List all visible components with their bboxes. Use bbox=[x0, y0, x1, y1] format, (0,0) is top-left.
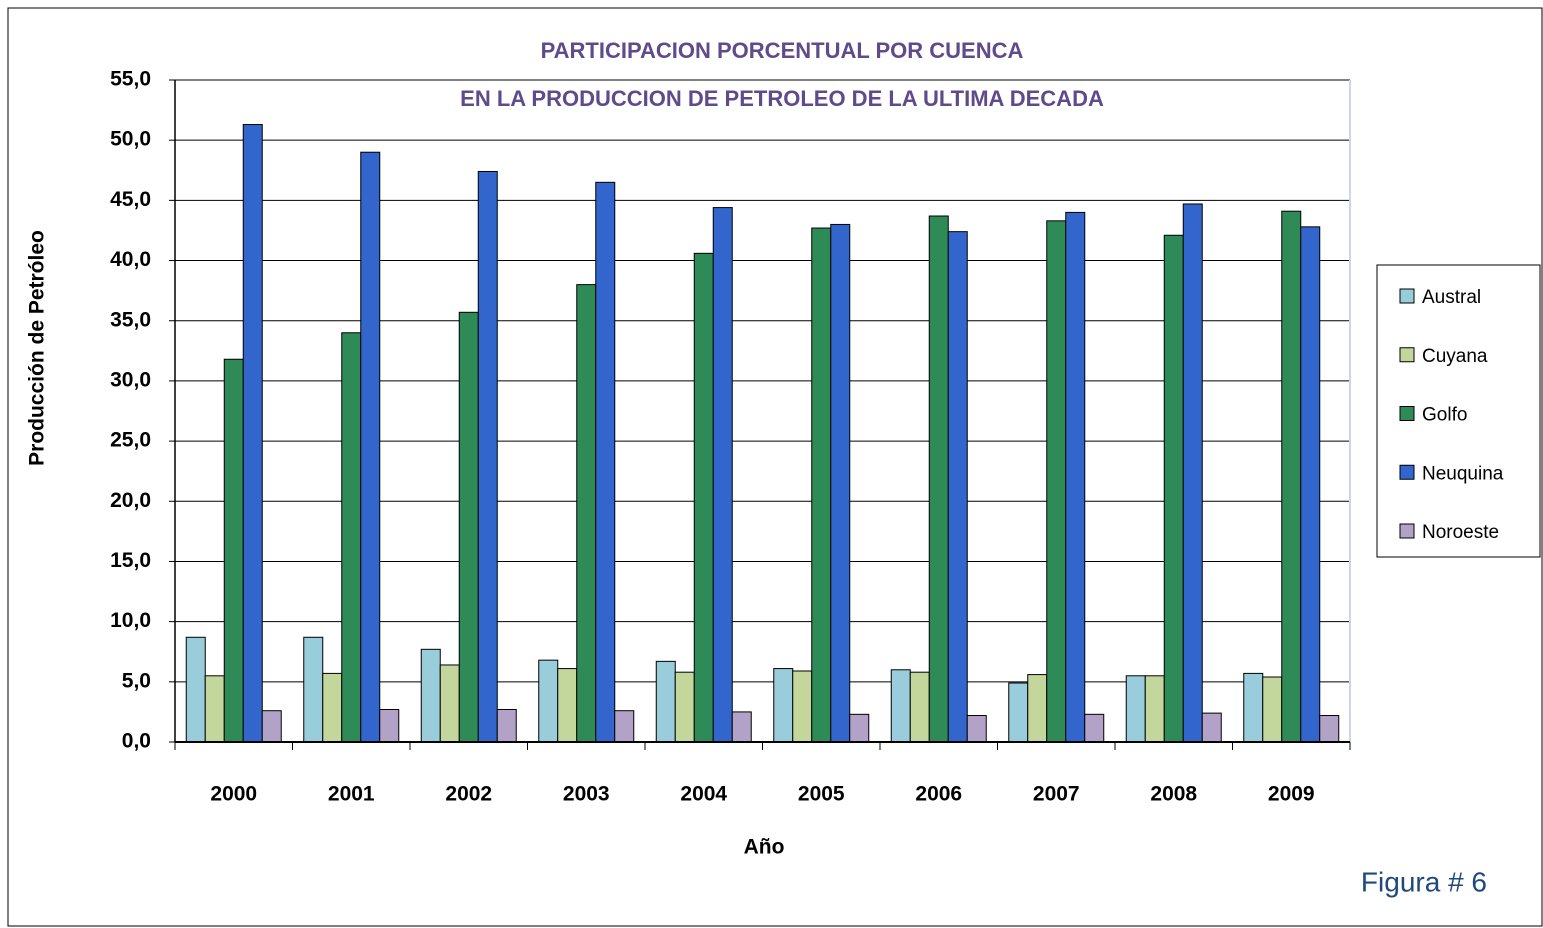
bar bbox=[1027, 674, 1048, 743]
bar bbox=[242, 124, 263, 743]
bar bbox=[261, 710, 282, 743]
bar bbox=[379, 709, 400, 743]
y-tick-label: 50,0 bbox=[110, 128, 151, 151]
bar bbox=[1262, 676, 1283, 743]
bar bbox=[712, 207, 733, 743]
bar bbox=[185, 636, 206, 743]
bar bbox=[655, 660, 676, 743]
x-axis-title: Año bbox=[744, 836, 785, 859]
bar bbox=[966, 715, 987, 743]
bar bbox=[204, 675, 225, 743]
bar bbox=[557, 668, 578, 743]
x-tick-label: 2004 bbox=[680, 783, 727, 806]
y-tick-label: 20,0 bbox=[110, 489, 151, 512]
bar bbox=[595, 181, 616, 743]
y-tick-label: 10,0 bbox=[110, 609, 151, 632]
bar bbox=[830, 223, 851, 743]
legend-swatch bbox=[1399, 464, 1415, 480]
bar bbox=[1125, 675, 1146, 743]
y-tick-label: 25,0 bbox=[110, 429, 151, 452]
legend-label: Neuquina bbox=[1422, 463, 1504, 484]
y-tick-label: 40,0 bbox=[110, 248, 151, 271]
x-tick-label: 2006 bbox=[915, 783, 962, 806]
chart-title: PARTICIPACION PORCENTUAL POR CUENCA bbox=[541, 38, 1024, 63]
bar bbox=[1300, 226, 1321, 743]
bar bbox=[458, 311, 479, 743]
y-axis-title: Producción de Petróleo bbox=[26, 230, 49, 466]
legend-swatch bbox=[1399, 347, 1415, 363]
bar bbox=[303, 636, 324, 743]
bar bbox=[792, 670, 813, 743]
bar bbox=[773, 668, 794, 743]
bar bbox=[1201, 712, 1222, 743]
legend-label: Cuyana bbox=[1422, 346, 1488, 367]
bar bbox=[322, 672, 343, 743]
y-tick-label: 35,0 bbox=[110, 308, 151, 331]
bar bbox=[693, 252, 714, 743]
bar bbox=[674, 671, 695, 743]
x-tick-label: 2009 bbox=[1268, 783, 1315, 806]
bar bbox=[947, 231, 968, 743]
bar bbox=[420, 648, 441, 743]
chart-subtitle: EN LA PRODUCCION DE PETROLEO DE LA ULTIM… bbox=[460, 86, 1104, 111]
legend-label: Golfo bbox=[1422, 405, 1467, 426]
y-tick-label: 30,0 bbox=[110, 368, 151, 391]
x-tick-label: 2002 bbox=[445, 783, 492, 806]
legend-swatch bbox=[1399, 406, 1415, 421]
bar bbox=[1008, 682, 1029, 743]
bar bbox=[576, 284, 597, 743]
figure-label: Figura # 6 bbox=[1361, 866, 1487, 897]
bar bbox=[1163, 234, 1184, 743]
legend-swatch bbox=[1399, 288, 1415, 304]
bar bbox=[811, 227, 832, 743]
bar bbox=[1084, 713, 1105, 743]
bar bbox=[496, 709, 517, 743]
bar bbox=[1182, 203, 1203, 743]
x-tick-label: 2000 bbox=[210, 783, 257, 806]
bar bbox=[731, 711, 752, 743]
bar bbox=[223, 358, 244, 743]
x-tick-label: 2003 bbox=[563, 783, 610, 806]
bar bbox=[1281, 210, 1302, 743]
y-tick-label: 45,0 bbox=[110, 188, 151, 211]
bar bbox=[1144, 675, 1165, 743]
legend-label: Austral bbox=[1422, 287, 1481, 308]
bar bbox=[909, 671, 930, 743]
bar bbox=[890, 669, 911, 743]
bar bbox=[849, 713, 870, 743]
bar bbox=[928, 215, 949, 743]
bar bbox=[439, 664, 460, 743]
bar bbox=[1319, 715, 1340, 743]
y-tick-label: 0,0 bbox=[122, 730, 151, 753]
x-tick-label: 2005 bbox=[798, 783, 845, 806]
bar bbox=[360, 151, 381, 743]
bar bbox=[614, 710, 635, 743]
bar bbox=[341, 332, 362, 743]
y-tick-label: 55,0 bbox=[110, 68, 151, 91]
legend-label: Noroeste bbox=[1422, 522, 1499, 543]
y-tick-label: 5,0 bbox=[122, 669, 151, 692]
y-tick-label: 15,0 bbox=[110, 549, 151, 572]
legend-swatch bbox=[1399, 523, 1415, 539]
x-tick-label: 2008 bbox=[1150, 783, 1197, 806]
bar bbox=[477, 170, 498, 743]
x-tick-label: 2001 bbox=[328, 783, 375, 806]
bar bbox=[538, 659, 559, 743]
bar bbox=[1243, 672, 1264, 743]
bar bbox=[1046, 220, 1067, 743]
x-tick-label: 2007 bbox=[1033, 783, 1080, 806]
bar bbox=[1065, 211, 1086, 743]
